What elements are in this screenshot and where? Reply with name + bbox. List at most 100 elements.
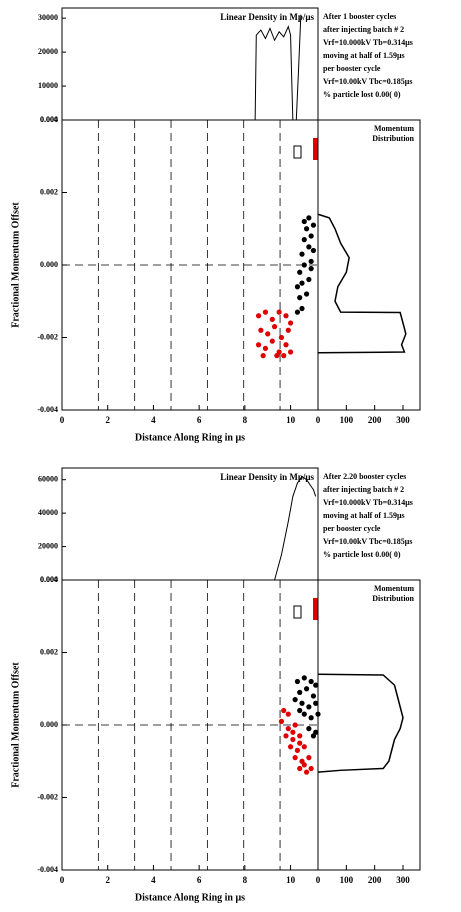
x-tick-label: 300 — [396, 415, 410, 425]
particle — [297, 295, 303, 301]
x-tick-label: 2 — [105, 875, 110, 885]
plot-frame — [61, 579, 319, 871]
y-tick-label: 0.004 — [40, 575, 58, 584]
particle — [294, 309, 301, 315]
particle — [306, 215, 312, 221]
particle — [255, 313, 262, 319]
x-tick-label: 2 — [105, 415, 110, 425]
x-axis-title: Distance Along Ring in μs — [135, 432, 245, 443]
x-tick-label: 300 — [396, 875, 410, 885]
particle — [310, 222, 317, 228]
particle — [290, 736, 296, 743]
particle — [285, 327, 291, 333]
x-tick-label: 0 — [316, 415, 321, 425]
particle — [303, 686, 310, 692]
particle — [294, 678, 301, 685]
particle — [308, 715, 314, 721]
particle — [292, 755, 298, 761]
particle — [283, 313, 289, 319]
particle — [313, 682, 319, 688]
particle — [276, 309, 282, 315]
y-tick-label: -0.004 — [37, 405, 58, 414]
particle — [255, 342, 262, 348]
y-tick-label: -0.002 — [37, 792, 58, 801]
particle — [283, 342, 289, 348]
y-tick-label: 0.000 — [40, 575, 58, 584]
bucket-marker — [293, 145, 302, 159]
particle — [306, 755, 312, 761]
particle — [287, 744, 294, 750]
particle — [301, 675, 307, 681]
particle — [306, 276, 312, 283]
info-text: moving at half of 1.59μs — [323, 51, 405, 60]
x-tick-label: 8 — [243, 415, 248, 425]
particle — [301, 762, 307, 768]
y-tick-label: 0.002 — [40, 647, 58, 656]
particle — [301, 262, 307, 268]
particle — [308, 233, 314, 239]
particle — [292, 722, 298, 728]
particle — [278, 334, 285, 341]
x-tick-label: 10 — [286, 415, 296, 425]
info-text: after injecting batch # 2 — [323, 25, 404, 34]
particle — [285, 726, 291, 732]
particle — [306, 726, 312, 732]
info-text: % particle lost 0.00( 0) — [323, 90, 401, 99]
y-tick-label: 20000 — [38, 541, 58, 550]
particle — [306, 704, 312, 710]
y-tick-label: 30000 — [38, 13, 58, 22]
plot-frame — [317, 579, 421, 871]
y-axis-title: Fractional Momentum Offset — [10, 662, 21, 788]
particle — [274, 353, 280, 359]
momentum-profile — [317, 213, 407, 354]
info-text: Vrf=10.000kV Tb=0.314μs — [323, 498, 413, 507]
y-tick-label: 40000 — [38, 508, 58, 517]
x-tick-label: 8 — [243, 875, 248, 885]
particle — [297, 689, 303, 695]
density-title: Linear Density in Mp/μs — [220, 472, 314, 482]
y-tick-label: 10000 — [38, 81, 58, 90]
momentum-profile — [317, 673, 404, 773]
info-text: per booster cycle — [323, 64, 381, 73]
particle — [303, 291, 310, 297]
particle — [260, 353, 266, 359]
particle — [281, 707, 287, 714]
x-axis-title: Distance Along Ring in μs — [135, 892, 245, 903]
particle — [313, 700, 319, 706]
x-tick-label: 100 — [340, 415, 354, 425]
x-tick-label: 0 — [316, 875, 321, 885]
info-text: % particle lost 0.00( 0) — [323, 550, 401, 559]
info-text: After 2.20 booster cycles — [323, 472, 406, 481]
particle — [287, 349, 294, 355]
x-tick-label: 0 — [60, 415, 65, 425]
y-axis-title: Fractional Momentum Offset — [10, 202, 21, 328]
particle — [297, 707, 303, 714]
particle — [294, 747, 301, 753]
particle — [308, 678, 314, 685]
x-tick-label: 0 — [60, 875, 65, 885]
y-tick-label: 0.004 — [40, 115, 58, 124]
density-line — [254, 14, 302, 121]
info-text: Vrf=10.00kV Tbc=0.185μs — [323, 77, 412, 86]
x-tick-label: 200 — [368, 415, 382, 425]
info-text: Vrf=10.000kV Tb=0.314μs — [323, 38, 413, 47]
particle — [283, 733, 289, 739]
x-tick-label: 100 — [340, 875, 354, 885]
particle — [294, 284, 301, 290]
plot-frame — [61, 7, 319, 121]
density-line — [274, 475, 317, 581]
particle — [262, 309, 269, 315]
particle — [281, 353, 287, 359]
particle — [299, 280, 305, 286]
profile-title: Momentum — [374, 124, 414, 133]
particle — [269, 316, 275, 322]
info-text: per booster cycle — [323, 524, 381, 533]
x-tick-label: 4 — [151, 875, 156, 885]
particle — [301, 711, 307, 717]
info-text: Vrf=10.00kV Tbc=0.185μs — [323, 537, 412, 546]
particle — [299, 305, 305, 312]
y-tick-label: -0.004 — [37, 865, 58, 874]
y-tick-label: 60000 — [38, 475, 58, 484]
particle — [271, 324, 278, 330]
